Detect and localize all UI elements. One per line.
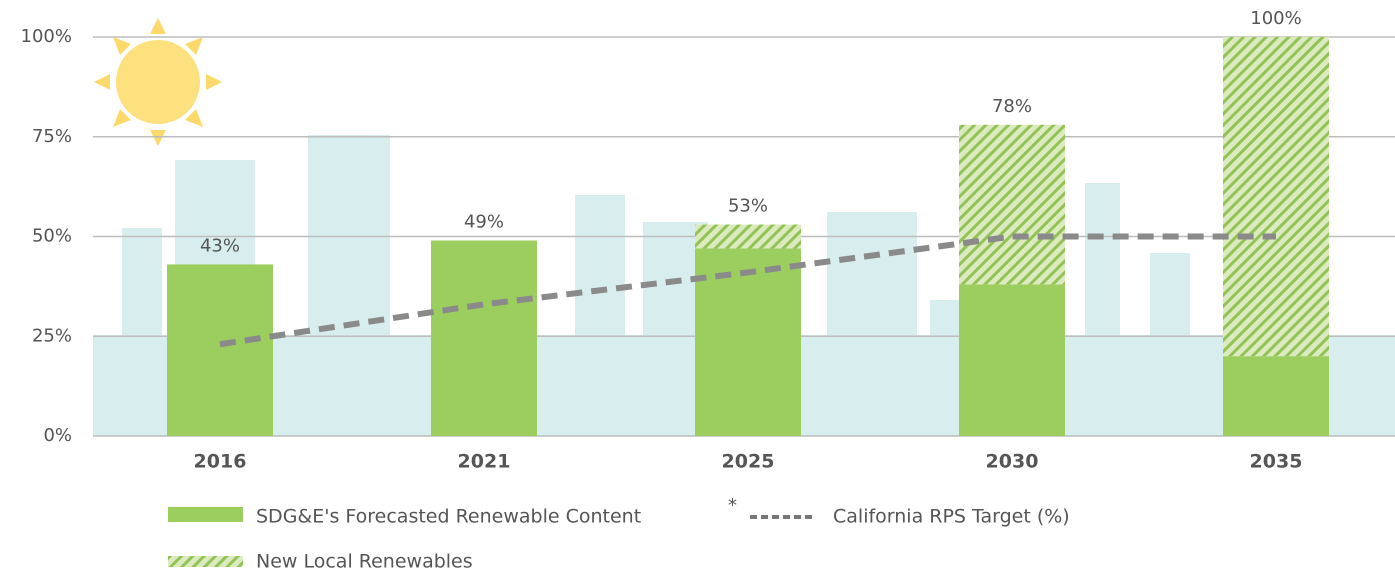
chart: SDG&E's Forecasted Renewable Content * C… bbox=[0, 0, 1395, 574]
y-tick-label: 100% bbox=[21, 26, 72, 47]
x-tick-label: 2025 bbox=[722, 451, 775, 473]
legend-footnote: * bbox=[728, 495, 737, 516]
bar-segment bbox=[959, 284, 1065, 436]
bar-segment bbox=[431, 240, 537, 436]
legend-swatch bbox=[168, 556, 243, 567]
y-tick-label: 50% bbox=[32, 226, 72, 247]
bar-segment bbox=[167, 264, 273, 436]
data-label: 53% bbox=[728, 196, 768, 217]
x-tick-label: 2035 bbox=[1250, 451, 1303, 473]
data-label: 100% bbox=[1250, 8, 1301, 29]
data-label: 43% bbox=[200, 235, 240, 256]
legend-swatch bbox=[168, 507, 243, 522]
y-tick-label: 75% bbox=[32, 126, 72, 147]
bar-segment bbox=[1223, 356, 1329, 436]
bar-segment bbox=[1223, 37, 1329, 356]
data-label: 49% bbox=[464, 211, 504, 232]
x-tick-label: 2016 bbox=[194, 451, 247, 473]
x-tick-label: 2021 bbox=[458, 451, 511, 473]
bar-segment bbox=[695, 225, 801, 249]
legend: SDG&E's Forecasted Renewable Content * C… bbox=[168, 495, 1070, 573]
legend-label: California RPS Target (%) bbox=[833, 506, 1070, 528]
legend-label: SDG&E's Forecasted Renewable Content bbox=[256, 506, 641, 528]
bar-segment bbox=[695, 248, 801, 436]
y-tick-label: 25% bbox=[32, 325, 72, 346]
y-tick-label: 0% bbox=[43, 425, 72, 446]
bar-segment bbox=[959, 125, 1065, 285]
x-tick-label: 2030 bbox=[986, 451, 1039, 473]
data-label: 78% bbox=[992, 96, 1032, 117]
legend-label: New Local Renewables bbox=[256, 551, 473, 573]
